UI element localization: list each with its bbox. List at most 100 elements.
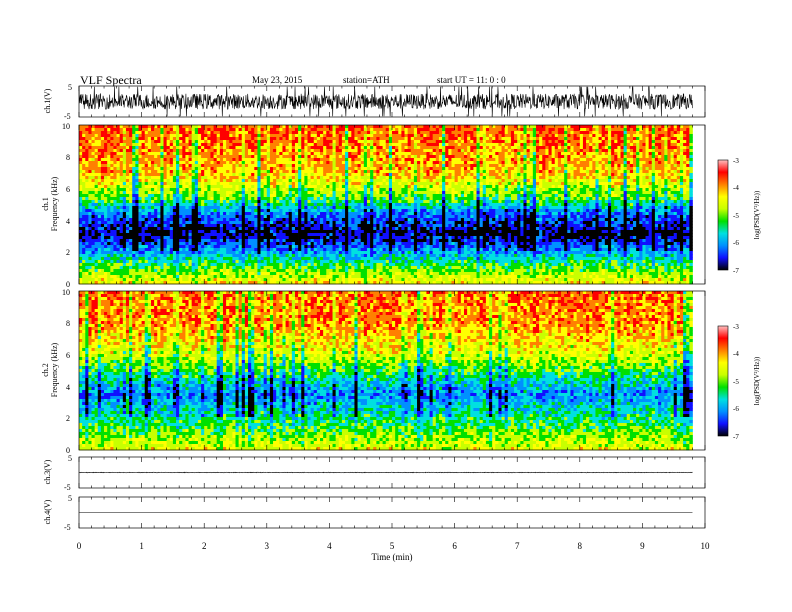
ch1-spectrogram-cell (367, 125, 370, 128)
ch1-spectrogram-cell (564, 173, 567, 176)
ch1-spectrogram-cell (351, 149, 354, 152)
ch1-spectrogram-cell (461, 143, 464, 146)
ch1-spectrogram-cell (170, 179, 173, 182)
ch1-spectrogram-cell (126, 146, 129, 149)
ch1-spectrogram-cell (101, 155, 104, 158)
ch1-spectrogram-cell (423, 149, 426, 152)
ch1-spectrogram-cell (689, 134, 692, 137)
ch1-spectrogram-cell (523, 125, 526, 128)
ch1-spectrogram-cell (220, 128, 223, 131)
ch1-spectrogram-cell (389, 149, 392, 152)
ch1-spectrogram-cell (514, 152, 517, 155)
ch1-spectrogram-cell (520, 149, 523, 152)
ch1-spectrogram-cell (348, 143, 351, 146)
ch1-spectrogram-cell (329, 146, 332, 149)
ch1-spectrogram-cell (577, 161, 580, 164)
ch1-spectrogram-cell (267, 155, 270, 158)
ch1-spectrogram-cell (458, 176, 461, 179)
ch1-spectrogram-cell (101, 143, 104, 146)
ch1-spectrogram-cell (552, 134, 555, 137)
ch1-spectrogram-cell (364, 155, 367, 158)
ch1-spectrogram-cell (642, 167, 645, 170)
ch1-spectrogram-cell (354, 140, 357, 143)
ch1-spectrogram-cell (251, 155, 254, 158)
ch1-spectrogram-cell (486, 167, 489, 170)
ch1-spectrogram-cell (104, 179, 107, 182)
ch1-spectrogram-cell (185, 164, 188, 167)
ch1-spectrogram-cell (464, 143, 467, 146)
ch1-spectrogram-cell (376, 140, 379, 143)
ch1-spectrogram-cell (160, 125, 163, 128)
ch1-spectrogram-cell (157, 158, 160, 161)
ch1-spectrogram-cell (176, 176, 179, 179)
ch1-spectrogram-cell (633, 167, 636, 170)
ch1-spectrogram-cell (667, 176, 670, 179)
ch1-spectrogram-cell (401, 137, 404, 140)
ch1-spectrogram-cell (467, 161, 470, 164)
ch1-spectrogram-cell (671, 146, 674, 149)
ch1-spectrogram-cell (649, 140, 652, 143)
ch1-spectrogram-cell (589, 143, 592, 146)
ch1-spectrogram-cell (398, 158, 401, 161)
ch1-spectrogram-cell (423, 128, 426, 131)
ch1-spectrogram-cell (229, 140, 232, 143)
ch1-spectrogram-cell (192, 152, 195, 155)
ch1-spectrogram-cell (273, 167, 276, 170)
ch1-spectrogram-cell (508, 161, 511, 164)
ch1-spectrogram-cell (82, 131, 85, 134)
ch1-spectrogram-cell (430, 173, 433, 176)
ch1-spectrogram-cell (423, 134, 426, 137)
ch1-spectrogram-cell (389, 167, 392, 170)
ch1-spectrogram-cell (264, 158, 267, 161)
ch1-spectrogram-cell (605, 146, 608, 149)
ch1-spectrogram-cell (552, 149, 555, 152)
ch1-spectrogram-cell (470, 155, 473, 158)
ch1-spectrogram-cell (107, 134, 110, 137)
ch1-spectrogram-cell (279, 125, 282, 128)
ch1-spectrogram-cell (502, 131, 505, 134)
ch1-spectrogram-cell (113, 158, 116, 161)
ch1-spectrogram-cell (204, 176, 207, 179)
ch1-spectrogram-cell (333, 149, 336, 152)
ch1-spectrogram-cell (198, 146, 201, 149)
ch1-spectrogram-cell (486, 155, 489, 158)
ch1-spectrogram-cell (583, 146, 586, 149)
ch1-spectrogram-cell (142, 173, 145, 176)
ch1-spectrogram-cell (642, 152, 645, 155)
ch1-spectrogram-cell (151, 146, 154, 149)
ch1-spectrogram-cell (229, 161, 232, 164)
ch1-spectrogram-cell (339, 161, 342, 164)
ch1-spectrogram-cell (148, 149, 151, 152)
ch1-spectrogram-cell (561, 173, 564, 176)
ch1-spectrogram-cell (138, 140, 141, 143)
ch1-spectrogram-cell (79, 167, 82, 170)
ch1-spectrogram-cell (345, 158, 348, 161)
ch1-spectrogram-cell (661, 167, 664, 170)
ch1-spectrogram-cell (433, 146, 436, 149)
ch1-spectrogram-cell (677, 140, 680, 143)
ch1-spectrogram-cell (217, 143, 220, 146)
ch1-spectrogram-cell (170, 170, 173, 173)
ch1-spectrogram-cell (207, 158, 210, 161)
ch1-spectrogram-cell (395, 125, 398, 128)
ch1-spectrogram-cell (185, 161, 188, 164)
ch1-spectrogram-cell (564, 152, 567, 155)
ch1-spectrogram-cell (545, 137, 548, 140)
ch1-spectrogram-cell (655, 131, 658, 134)
ch1-spectrogram-cell (574, 125, 577, 128)
ch1-spectrogram-cell (561, 125, 564, 128)
ch1-spectrogram-cell (104, 155, 107, 158)
ch1-spectrogram-cell (379, 125, 382, 128)
ch1-spectrogram-cell (307, 140, 310, 143)
ch1-spectrogram-cell (223, 152, 226, 155)
ch1-spectrogram-cell (270, 125, 273, 128)
ch1-spectrogram-cell (301, 164, 304, 167)
ch1-spectrogram-cell (107, 146, 110, 149)
ch1-spectrogram-cell (245, 146, 248, 149)
ch1-spectrogram-cell (217, 173, 220, 176)
ch1-spectrogram-cell (508, 173, 511, 176)
ch1-spectrogram-cell (646, 161, 649, 164)
ch1-spectrogram-cell (248, 176, 251, 179)
ch1-spectrogram-cell (436, 164, 439, 167)
ch1-spectrogram-cell (401, 167, 404, 170)
